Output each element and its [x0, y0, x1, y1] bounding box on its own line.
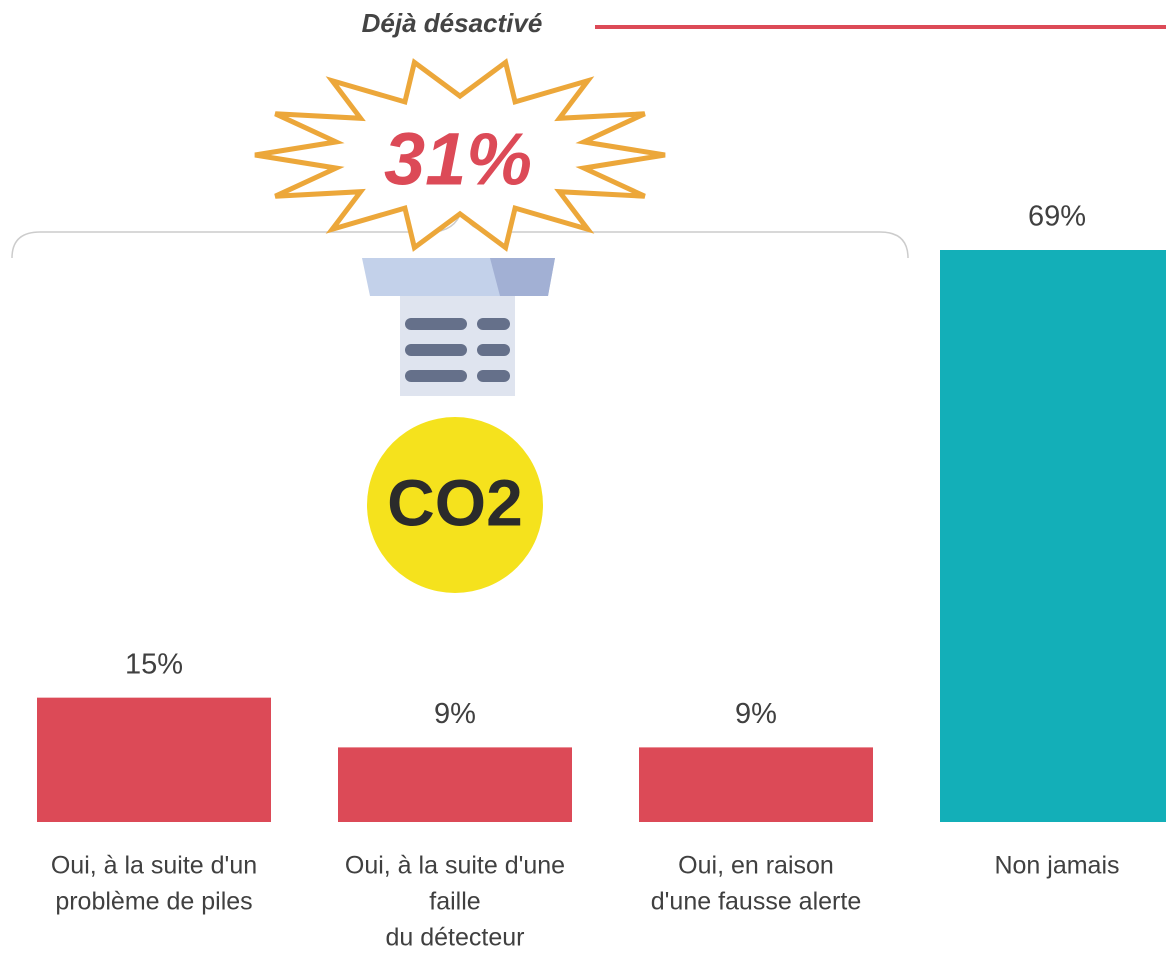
bar: [639, 747, 873, 822]
x-tick-label: problème de piles: [55, 888, 252, 916]
starburst: [254, 58, 666, 252]
x-tick-label: d'une fausse alerte: [651, 888, 861, 916]
x-tick-label: Oui, à la suite d'une: [345, 852, 565, 880]
x-tick-label: faille: [429, 888, 480, 916]
group-title: Déjà désactivé: [362, 8, 543, 38]
total-annotation: 31%: [384, 118, 532, 201]
value-label: 69%: [1028, 201, 1086, 233]
bar: [940, 250, 1166, 822]
bar: [338, 747, 572, 822]
badge-text: CO2: [387, 465, 523, 539]
x-tick-label: Oui, en raison: [678, 852, 834, 880]
value-label: 9%: [434, 698, 476, 730]
value-label: 15%: [125, 648, 183, 680]
value-label: 9%: [735, 698, 777, 730]
brace: [11, 207, 909, 259]
x-tick-label: Oui, à la suite d'un: [51, 852, 257, 880]
bar: [37, 697, 271, 822]
x-tick-label: du détecteur: [386, 924, 525, 952]
x-tick-label: Non jamais: [994, 852, 1119, 880]
detector-icon: [362, 258, 555, 593]
